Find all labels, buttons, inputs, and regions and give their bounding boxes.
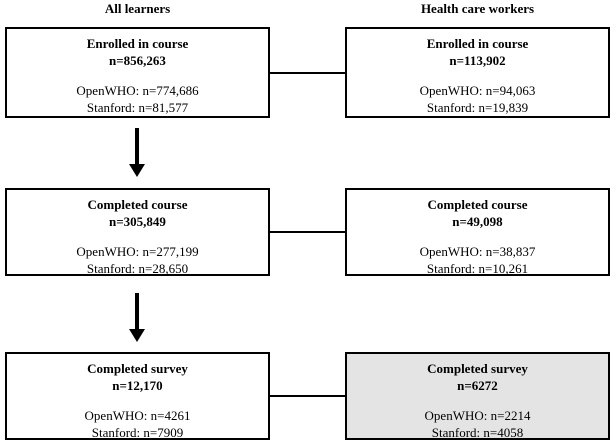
connector-line-completed-survey	[270, 395, 345, 397]
arrow-shaft	[135, 128, 139, 164]
box-title: Completed course	[427, 197, 528, 212]
box-title: Enrolled in course	[86, 36, 189, 51]
arrow-head	[129, 329, 145, 342]
box-openwho-count: OpenWHO: n=4261	[84, 408, 191, 423]
box-count: n=49,098	[452, 214, 503, 229]
box-openwho-count: OpenWHO: n=2214	[424, 408, 531, 423]
connector-line-completed-course	[270, 231, 345, 233]
box-stanford-count: Stanford: n=7909	[91, 425, 184, 440]
box-stanford-count: Stanford: n=28,650	[86, 261, 189, 276]
box-count: n=12,170	[112, 378, 163, 393]
box-openwho-count: OpenWHO: n=774,686	[76, 83, 199, 98]
box-title: Completed course	[87, 197, 188, 212]
down-arrow-icon	[129, 128, 145, 177]
box-count: n=6272	[457, 378, 498, 393]
box-enrolled-hcw: Enrolled in course n=113,902 OpenWHO: n=…	[345, 27, 610, 118]
box-count: n=113,902	[449, 53, 506, 68]
column-header-health-care-workers: Health care workers	[420, 1, 535, 16]
box-stanford-count: Stanford: n=10,261	[426, 261, 529, 276]
box-completed-course-all-learners: Completed course n=305,849 OpenWHO: n=27…	[5, 188, 270, 276]
box-title: Enrolled in course	[426, 36, 529, 51]
box-stanford-count: Stanford: n=4058	[431, 425, 524, 440]
box-title: Completed survey	[427, 361, 528, 376]
box-completed-survey-hcw: Completed survey n=6272 OpenWHO: n=2214 …	[345, 352, 610, 440]
box-openwho-count: OpenWHO: n=277,199	[76, 244, 199, 259]
box-count: n=856,263	[109, 53, 166, 68]
down-arrow-icon	[129, 293, 145, 342]
box-stanford-count: Stanford: n=19,839	[426, 100, 529, 115]
box-stanford-count: Stanford: n=81,577	[86, 100, 189, 115]
box-enrolled-all-learners: Enrolled in course n=856,263 OpenWHO: n=…	[5, 27, 270, 118]
box-count: n=305,849	[109, 214, 166, 229]
connector-line-enrolled	[270, 72, 345, 74]
box-openwho-count: OpenWHO: n=94,063	[419, 83, 536, 98]
column-header-all-learners: All learners	[104, 1, 171, 16]
box-completed-survey-all-learners: Completed survey n=12,170 OpenWHO: n=426…	[5, 352, 270, 440]
box-openwho-count: OpenWHO: n=38,837	[419, 244, 536, 259]
arrow-head	[129, 164, 145, 177]
arrow-shaft	[135, 293, 139, 329]
box-completed-course-hcw: Completed course n=49,098 OpenWHO: n=38,…	[345, 188, 610, 276]
box-title: Completed survey	[87, 361, 188, 376]
